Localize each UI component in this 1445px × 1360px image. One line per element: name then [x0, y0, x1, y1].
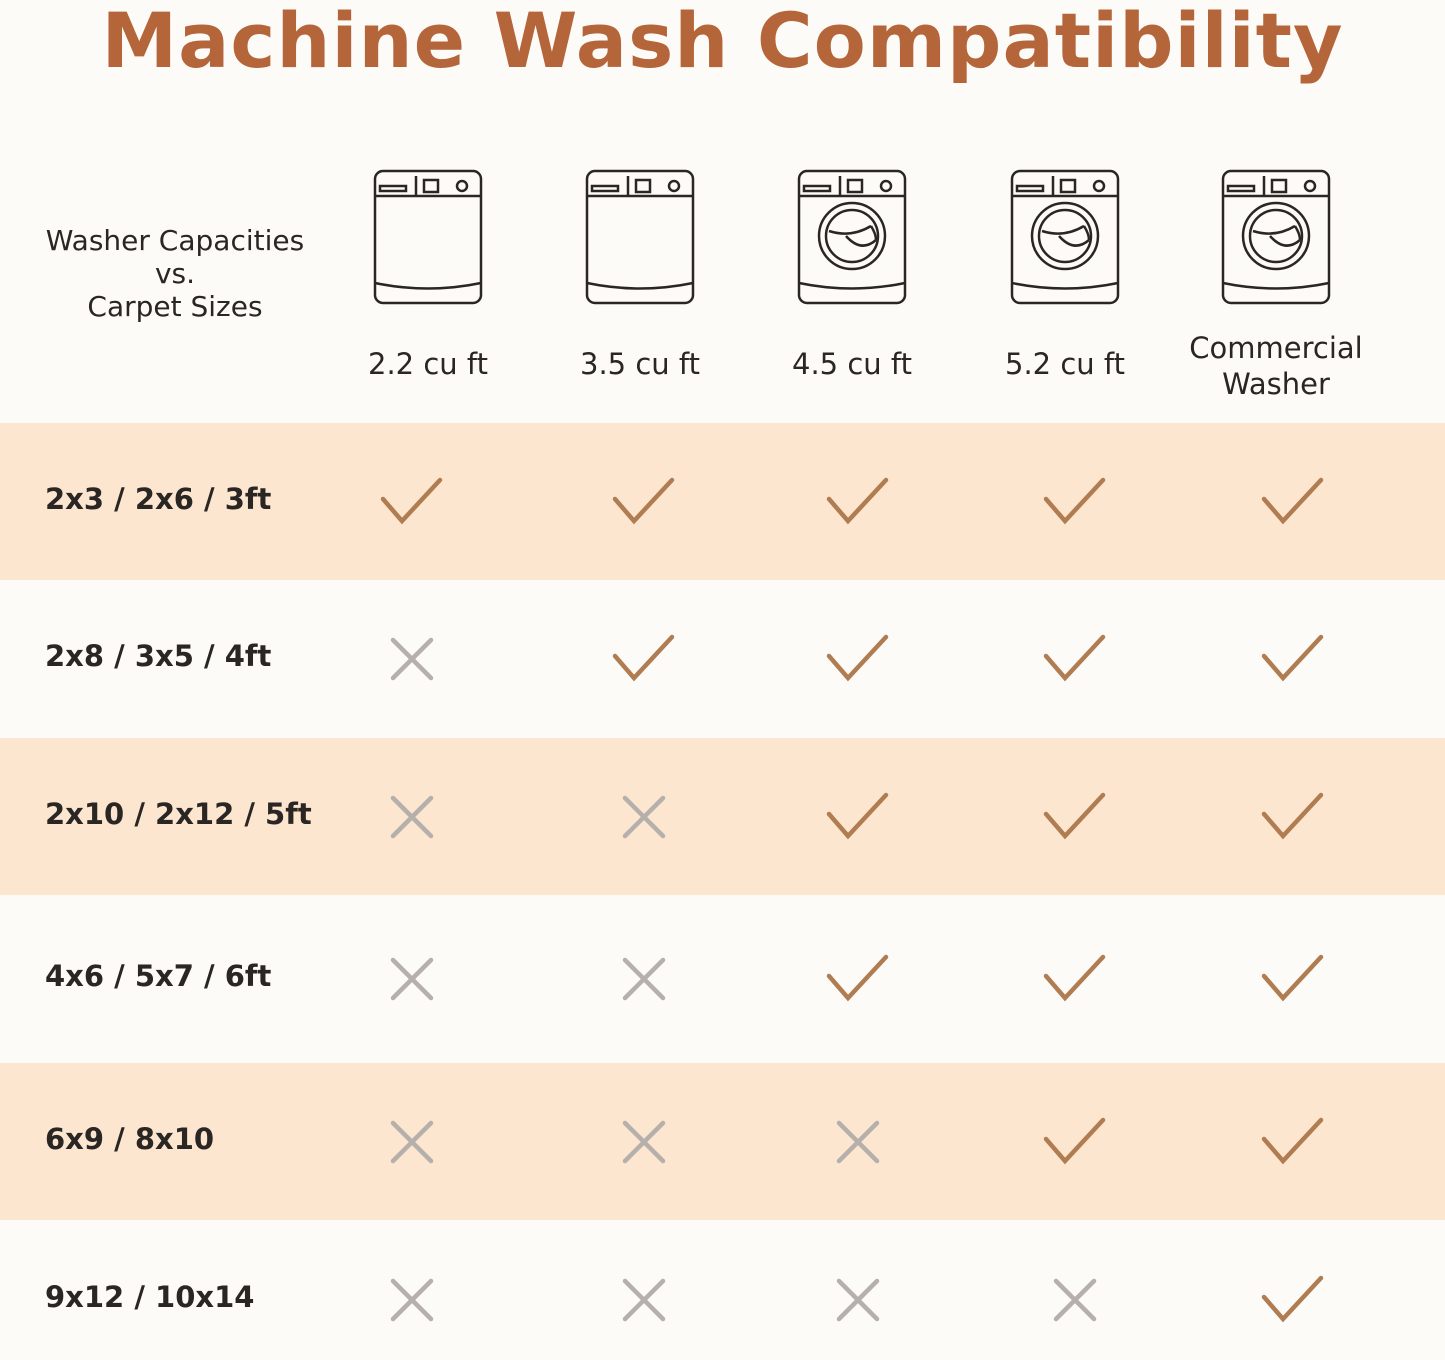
check-icon — [1261, 792, 1324, 840]
cross-icon — [622, 1278, 666, 1322]
row-label: 2x10 / 2x12 / 5ft — [45, 797, 312, 831]
check-icon — [826, 954, 889, 1002]
check-icon — [380, 477, 443, 525]
column-header-4: 5.2 cu ft — [960, 168, 1170, 381]
check-icon — [1043, 792, 1106, 840]
cross-icon — [836, 1278, 880, 1322]
cross-icon — [1053, 1278, 1097, 1322]
front-load-washer-icon — [960, 168, 1170, 308]
column-header-1: 2.2 cu ft — [323, 168, 533, 381]
cross-icon — [622, 1120, 666, 1164]
column-header-2: 3.5 cu ft — [535, 168, 745, 381]
check-icon — [1261, 477, 1324, 525]
column-header-5: Commercial Washer — [1171, 168, 1381, 401]
check-icon — [826, 477, 889, 525]
check-icon — [826, 634, 889, 682]
table-row: 2x8 / 3x5 / 4ft — [0, 580, 1445, 738]
cross-icon — [390, 1120, 434, 1164]
check-icon — [1261, 634, 1324, 682]
front-load-washer-icon — [747, 168, 957, 308]
cross-icon — [390, 957, 434, 1001]
cross-icon — [390, 637, 434, 681]
corner-line-3: Carpet Sizes — [87, 290, 263, 323]
front-load-washer-icon — [1171, 168, 1381, 308]
check-icon — [1043, 954, 1106, 1002]
column-label: 5.2 cu ft — [1005, 347, 1125, 381]
check-icon — [1043, 477, 1106, 525]
check-icon — [1261, 954, 1324, 1002]
corner-line-1: Washer Capacities — [45, 224, 305, 257]
table-row: 4x6 / 5x7 / 6ft — [0, 895, 1445, 1063]
cross-icon — [836, 1120, 880, 1164]
table-row: 2x3 / 2x6 / 3ft — [0, 423, 1445, 580]
row-label: 4x6 / 5x7 / 6ft — [45, 959, 272, 993]
cross-icon — [622, 795, 666, 839]
row-label: 2x3 / 2x6 / 3ft — [45, 482, 272, 516]
corner-line-2: vs. — [154, 257, 196, 290]
check-icon — [612, 477, 675, 525]
row-label: 6x9 / 8x10 — [45, 1122, 215, 1156]
cross-icon — [390, 1278, 434, 1322]
table-row: 2x10 / 2x12 / 5ft — [0, 738, 1445, 895]
corner-label: Washer Capacities vs. Carpet Sizes — [20, 224, 330, 323]
cross-icon — [390, 795, 434, 839]
column-label: 3.5 cu ft — [580, 347, 700, 381]
check-icon — [1043, 634, 1106, 682]
check-icon — [1043, 1117, 1106, 1165]
page-title: Machine Wash Compatibility — [101, 0, 1344, 85]
top-load-washer-icon — [535, 168, 745, 308]
table-row: 9x12 / 10x14 — [0, 1220, 1445, 1360]
check-icon — [612, 634, 675, 682]
column-label: 2.2 cu ft — [368, 347, 488, 381]
check-icon — [826, 792, 889, 840]
top-load-washer-icon — [323, 168, 533, 308]
column-label: Commercial Washer — [1189, 331, 1363, 401]
cross-icon — [622, 957, 666, 1001]
check-icon — [1261, 1275, 1324, 1323]
row-label: 9x12 / 10x14 — [45, 1280, 255, 1314]
row-label: 2x8 / 3x5 / 4ft — [45, 639, 272, 673]
column-label: 4.5 cu ft — [792, 347, 912, 381]
column-header-3: 4.5 cu ft — [747, 168, 957, 381]
table-row: 6x9 / 8x10 — [0, 1063, 1445, 1220]
check-icon — [1261, 1117, 1324, 1165]
